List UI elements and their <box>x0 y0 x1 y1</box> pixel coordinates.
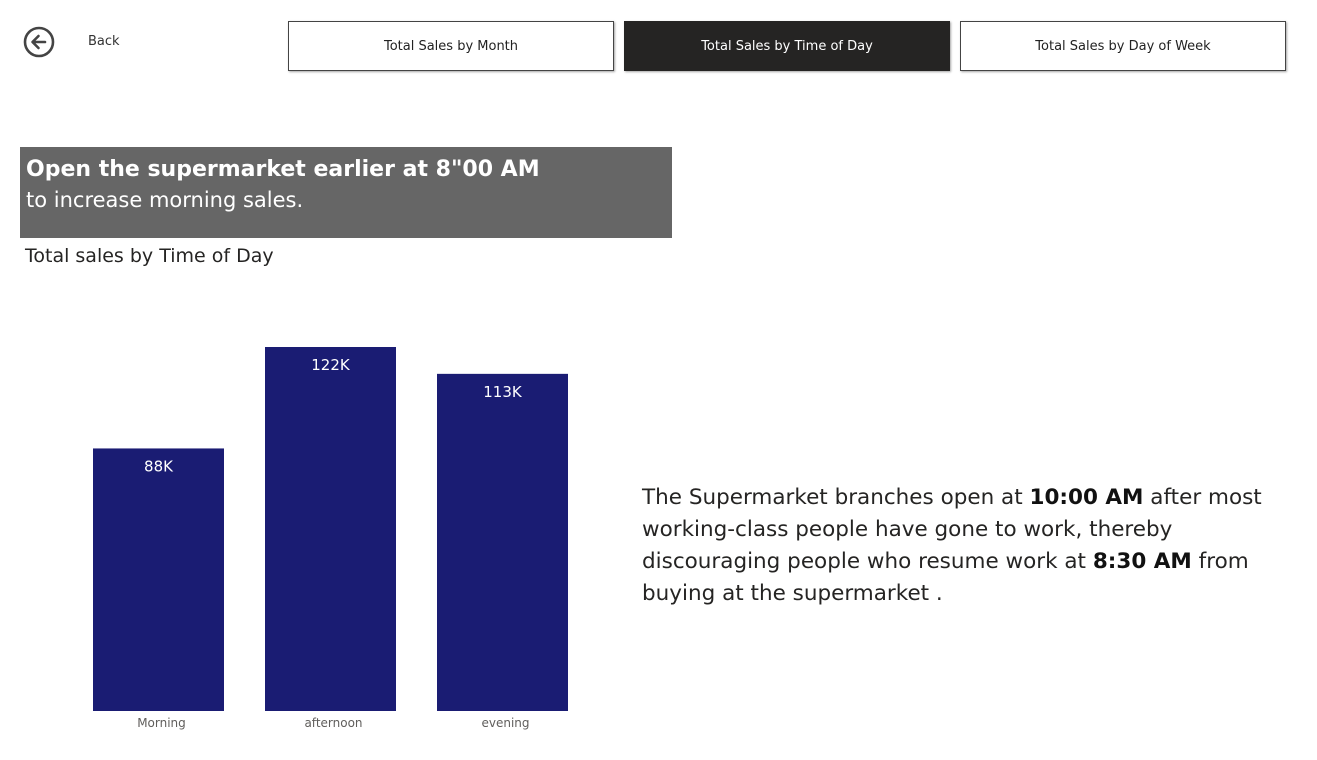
data-label-morning: 88K <box>144 457 174 475</box>
nav-button-total-sales-by-month[interactable]: Total Sales by Month <box>288 21 614 71</box>
banner-subtitle: to increase morning sales. <box>26 188 304 212</box>
x-tick-label-morning: Morning <box>137 716 186 730</box>
banner-title: Open the supermarket earlier at 8"00 AM <box>26 157 540 182</box>
note-bold-opening-time: 10:00 AM <box>1029 485 1144 510</box>
explanation-text: The Supermarket branches open at 10:00 A… <box>642 482 1282 610</box>
nav-button-total-sales-by-day-of-week[interactable]: Total Sales by Day of Week <box>960 21 1286 71</box>
data-label-afternoon: 122K <box>311 356 351 374</box>
bar-chart: 88K Morning 122K afternoon 113K evening <box>93 347 568 730</box>
data-label-evening: 113K <box>483 383 523 401</box>
note-text-3: from buying at the supermarket . <box>642 549 1249 606</box>
back-arrow-icon[interactable] <box>22 25 56 59</box>
nav-button-total-sales-by-time-of-day[interactable]: Total Sales by Time of Day <box>624 21 950 71</box>
bar-afternoon[interactable] <box>265 347 396 711</box>
x-tick-label-afternoon: afternoon <box>304 716 362 730</box>
bar-evening[interactable] <box>437 373 568 711</box>
note-text-1: The Supermarket branches open at <box>642 485 1030 510</box>
insight-banner: Open the supermarket earlier at 8"00 AM … <box>20 147 672 238</box>
x-tick-label-evening: evening <box>481 716 529 730</box>
back-button[interactable]: Back <box>88 34 120 49</box>
note-bold-work-time: 8:30 AM <box>1092 549 1192 574</box>
bar-morning[interactable] <box>93 448 224 711</box>
note-text-2: after most working-class people have gon… <box>642 485 1262 574</box>
chart-title: Total sales by Time of Day <box>25 245 274 267</box>
